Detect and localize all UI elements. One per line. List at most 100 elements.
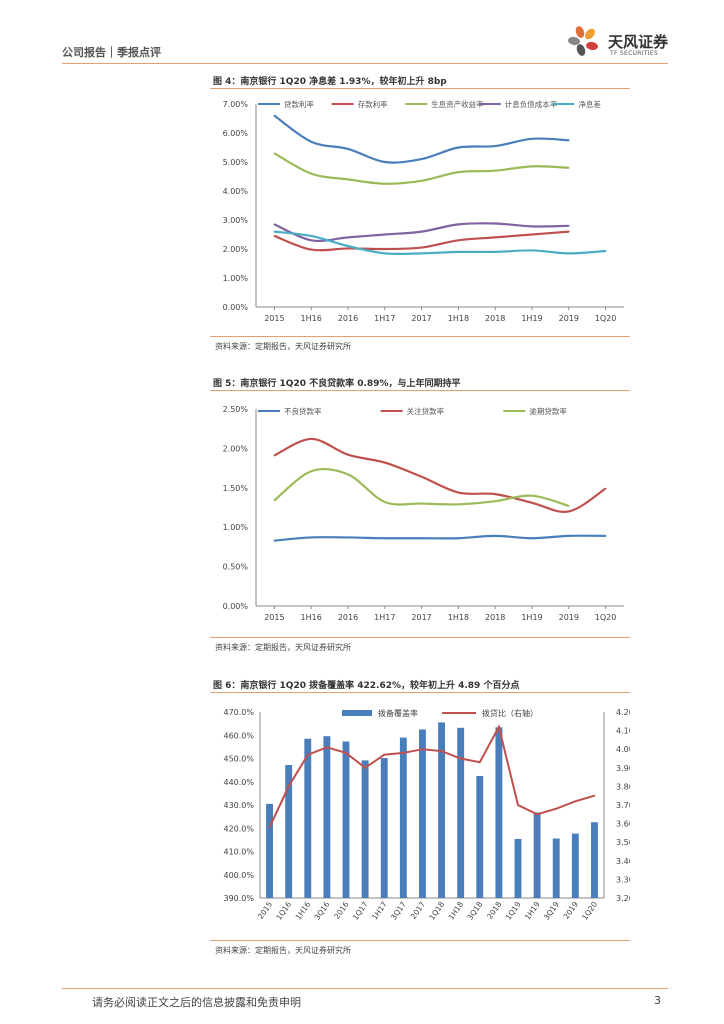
x-tick-label: 1Q20 [580,900,599,922]
y-tick-label: 2.50% [223,405,249,414]
data-point [384,501,386,503]
data-point [273,454,276,457]
x-tick-label: 2019 [559,613,579,622]
x-tick-label: 2018 [485,314,505,323]
data-point [531,501,533,504]
data-point [457,239,460,242]
x-tick-label: 2018 [485,613,505,622]
data-point [364,767,366,769]
data-point [347,453,349,456]
data-point [421,748,424,750]
figure-5-top-rule [210,390,630,391]
data-point [384,233,386,236]
left-y-tick-label: 400.0% [223,871,254,880]
data-point [420,502,423,505]
data-point [326,746,328,749]
data-point [457,146,460,149]
figure-6-title: 图 6：南京银行 1Q20 拨备覆盖率 422.62%，较年初上升 4.89 个… [213,681,520,691]
x-tick-label: 2018 [485,900,503,921]
data-point [457,223,460,226]
x-tick-label: 1Q20 [595,613,617,622]
x-tick-label: 1H19 [521,613,542,622]
right-y-tick-label: 3.20% [616,894,630,903]
series-line-3 [273,152,569,185]
bar [495,727,503,898]
data-point [531,138,533,140]
data-point [383,753,386,756]
bar [533,812,541,898]
bar [419,729,426,898]
x-tick-label: 2015 [264,613,284,622]
data-point [536,813,538,816]
figure-5-source: 资料来源：定期报告，天风证券研究所 [215,643,351,652]
legend-label: 净息差 [578,99,601,109]
y-tick-label: 7.00% [223,100,249,109]
series-line-ratio [268,724,595,828]
data-point [531,249,533,252]
left-y-tick-label: 410.0% [223,848,254,857]
data-point [420,475,423,478]
data-point [273,223,276,226]
bar [476,775,484,898]
data-point [345,752,347,754]
bar [266,803,273,898]
y-tick-label: 1.50% [223,484,249,493]
data-point [347,473,349,476]
right-y-tick-label: 4.20% [616,708,630,717]
data-point [478,761,481,764]
y-tick-label: 1.00% [223,523,249,532]
data-point [310,239,312,242]
figure-5-title: 图 5：南京银行 1Q20 不良贷款率 0.89%，与上年同期持平 [213,379,461,389]
data-point [494,169,497,172]
x-tick-label: 3Q19 [542,900,561,922]
bar [323,736,331,898]
x-tick-label: 1H17 [374,613,395,622]
data-point [273,499,276,502]
right-y-tick-label: 3.70% [616,801,630,810]
x-tick-label: 2016 [338,314,358,323]
x-tick-label: 2015 [256,900,274,921]
data-point [310,536,312,539]
x-tick-label: 1Q17 [351,900,370,922]
legend-label: 逾期贷款率 [529,406,567,416]
bar [285,765,293,898]
legend-label: 关注贷款率 [407,406,445,416]
data-point [420,230,423,233]
x-tick-label: 2015 [264,314,284,323]
data-point [531,233,533,236]
data-point [273,539,276,542]
bar [571,833,579,898]
data-point [494,145,497,147]
figure-6-bottom-rule [210,940,630,941]
data-point [420,158,423,160]
brand-name: 天风证券 [608,33,669,51]
data-point [384,461,386,464]
data-point [568,510,570,513]
data-point [568,167,570,169]
x-tick-label: 1H19 [523,900,542,922]
legend-label: 计息负债成本率 [505,99,558,109]
x-tick-label: 1Q20 [595,314,617,323]
left-y-tick-label: 420.0% [223,824,254,833]
data-point [402,752,405,754]
bar [342,741,350,898]
data-point [568,230,570,233]
data-point [268,826,271,829]
data-point [384,182,386,185]
data-point [531,537,533,540]
data-point [310,140,312,143]
left-y-tick-label: 440.0% [223,778,254,787]
data-point [384,252,386,255]
data-point [604,250,607,252]
data-point [310,235,312,237]
x-tick-label: 1H18 [446,900,465,922]
data-point [273,230,276,233]
x-tick-label: 1Q16 [274,900,293,922]
y-tick-label: 2.00% [223,245,249,254]
y-tick-label: 5.00% [223,158,249,167]
x-tick-label: 2016 [332,900,350,921]
legend-label: 拨备覆盖率 [378,708,418,718]
y-tick-label: 2.00% [223,444,249,453]
legend-label: 贷款利率 [284,99,314,109]
data-point [420,246,423,249]
